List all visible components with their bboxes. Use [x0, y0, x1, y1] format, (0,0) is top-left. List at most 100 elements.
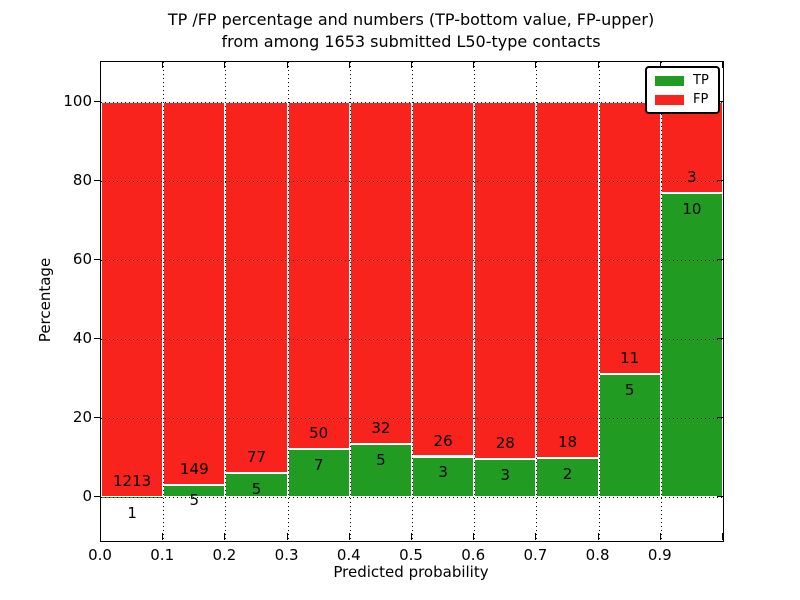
fp-count-label: 26 [433, 431, 453, 450]
fp-legend-swatch [655, 94, 684, 105]
y-tick-label: 100 [63, 91, 92, 110]
x-tick-top [348, 62, 350, 68]
x-tick-top [473, 62, 475, 68]
x-tick-top [659, 62, 661, 68]
chart-title-line1: TP /FP percentage and numbers (TP-bottom… [167, 10, 655, 29]
y-tick-right [717, 179, 723, 181]
tp-count-label: 3 [438, 463, 448, 482]
x-tick-top [224, 62, 226, 68]
x-tick-label: 0.5 [399, 546, 423, 564]
fp-count-label: 149 [179, 459, 209, 478]
tp-bar-segment [101, 497, 164, 498]
fp-bar-segment [598, 101, 661, 374]
y-tick-left [94, 179, 100, 181]
y-tick-left [94, 496, 100, 498]
x-tick-label: 0.2 [212, 546, 237, 564]
vertical-gridline [287, 62, 289, 541]
y-tick-right [717, 417, 723, 419]
y-tick-label: 40 [72, 329, 92, 348]
fp-bar-segment [412, 101, 475, 457]
y-tick-right [717, 496, 723, 498]
x-tick-bottom [348, 533, 350, 540]
vertical-gridline [474, 62, 476, 541]
x-tick-label: 0.0 [88, 546, 112, 564]
x-tick-top [411, 62, 412, 68]
y-tick-label: 20 [72, 408, 92, 427]
y-tick-label: 0 [82, 487, 92, 506]
x-tick-bottom [224, 533, 226, 540]
legend-row-fp: FP [655, 93, 710, 106]
fp-count-label: 77 [246, 448, 267, 467]
y-tick-left [94, 338, 100, 340]
x-tick-label: 0.1 [150, 546, 175, 564]
bars-layer: 1213 1 149 5 77 5 50 7 32 5 26 3 28 3 18 2 11 5 3 10 [101, 62, 723, 541]
x-tick-bottom [286, 533, 288, 540]
y-tick-right [717, 100, 723, 102]
tp-bar-segment [598, 373, 661, 498]
x-tick-bottom [597, 533, 599, 540]
vertical-gridline [536, 62, 538, 541]
tp-count-label: 5 [251, 480, 262, 499]
y-tick-left [94, 100, 100, 102]
vertical-gridline [660, 62, 662, 541]
x-tick-bottom [411, 533, 412, 540]
x-tick-top [162, 62, 164, 68]
tp-bar-segment [660, 192, 723, 498]
grid-layer [101, 62, 723, 541]
vertical-gridline [225, 62, 227, 541]
fp-count-label: 11 [620, 348, 640, 367]
fp-count-label: 1213 [113, 472, 152, 491]
legend-row-tp: TP [655, 74, 710, 87]
y-tick-left [94, 258, 100, 260]
x-tick-bottom [722, 533, 723, 540]
tp-bar-segment [474, 459, 537, 498]
x-tick-label: 0.3 [274, 546, 299, 564]
vertical-gridline [163, 62, 165, 541]
x-axis-label: Predicted probability [333, 563, 489, 581]
tp-bar-segment [412, 456, 475, 498]
tp-count-label: 10 [682, 199, 702, 218]
fp-legend-label: FP [693, 92, 709, 107]
tp-count-label: 2 [562, 464, 573, 483]
fp-bar-segment [349, 101, 412, 444]
y-tick-label: 60 [72, 249, 92, 268]
tp-count-label: 3 [500, 465, 511, 484]
x-tick-top [535, 62, 537, 68]
vertical-gridline [349, 62, 351, 541]
fp-count-label: 32 [371, 419, 391, 438]
fp-bar-segment [536, 101, 599, 458]
x-tick-label: 0.7 [523, 546, 548, 564]
x-tick-top [722, 62, 723, 68]
x-tick-bottom [659, 533, 661, 540]
x-tick-top [286, 62, 288, 68]
tp-legend-swatch [655, 75, 684, 86]
x-tick-bottom [535, 533, 537, 540]
x-tick-top [597, 62, 599, 68]
x-tick-label: 0.9 [647, 546, 672, 564]
y-tick-label: 80 [72, 170, 92, 189]
tp-count-label: 5 [624, 380, 635, 399]
x-tick-label: 0.6 [461, 546, 486, 564]
fp-count-label: 18 [557, 433, 578, 452]
tp-count-label: 5 [189, 491, 200, 510]
tp-bar-segment [287, 448, 350, 498]
tp-bar-segment [536, 457, 599, 498]
tp-count-label: 7 [313, 455, 324, 474]
y-tick-right [717, 338, 723, 340]
x-tick-top [100, 62, 101, 68]
x-tick-bottom [100, 533, 101, 540]
tp-legend-label: TP [693, 73, 709, 88]
vertical-gridline [412, 62, 413, 541]
tp-count-label: 1 [127, 503, 137, 522]
chart-title-line2: from among 1653 submitted L50-type conta… [221, 32, 601, 51]
y-tick-left [94, 417, 100, 419]
fp-bar-segment [474, 101, 537, 460]
plot-area: 1213 1 149 5 77 5 50 7 32 5 26 3 28 3 18 2 11 5 3 10 [100, 61, 724, 542]
vertical-gridline [598, 62, 600, 541]
y-tick-right [717, 258, 723, 260]
x-tick-bottom [162, 533, 164, 540]
tp-count-label: 5 [376, 450, 386, 469]
x-tick-label: 0.8 [585, 546, 610, 564]
fp-count-label: 28 [495, 434, 515, 453]
